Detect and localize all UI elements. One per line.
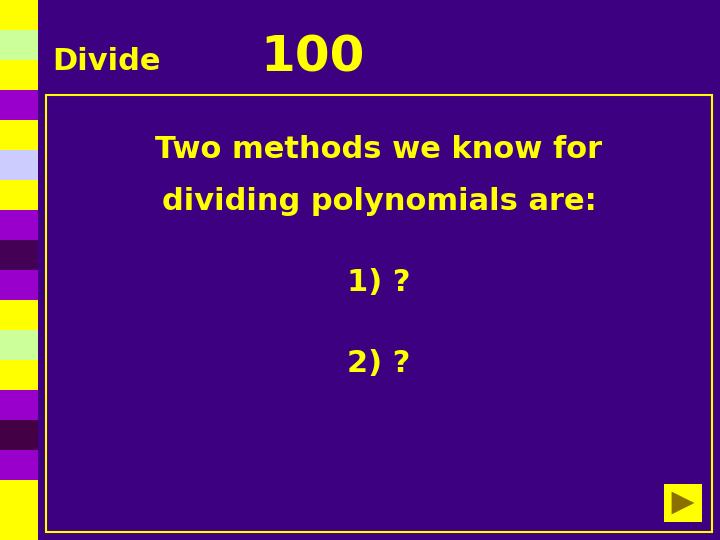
Bar <box>0 0 5 540</box>
Bar <box>0 150 38 180</box>
Text: Two methods we know for: Two methods we know for <box>156 136 603 165</box>
Bar <box>0 360 38 390</box>
Bar <box>0 420 38 450</box>
Text: dividing polynomials are:: dividing polynomials are: <box>161 187 596 217</box>
Bar <box>0 240 38 270</box>
Bar <box>0 90 38 120</box>
Bar <box>0 330 38 360</box>
Bar <box>0 30 38 60</box>
Bar <box>0 510 38 540</box>
Bar <box>0 270 38 300</box>
Bar <box>0 60 38 90</box>
Bar <box>0 0 38 30</box>
Bar <box>0 180 38 210</box>
Bar <box>664 484 702 522</box>
Text: 100: 100 <box>260 34 364 82</box>
Text: 1) ?: 1) ? <box>347 268 410 297</box>
Bar <box>0 300 38 330</box>
Text: 2) ?: 2) ? <box>347 349 410 377</box>
Bar <box>0 450 38 480</box>
Bar <box>0 120 38 150</box>
Polygon shape <box>672 491 694 515</box>
Bar <box>0 210 38 240</box>
Text: Divide: Divide <box>52 48 161 77</box>
Bar <box>0 480 38 510</box>
Bar <box>0 390 38 420</box>
Bar <box>46 95 712 532</box>
